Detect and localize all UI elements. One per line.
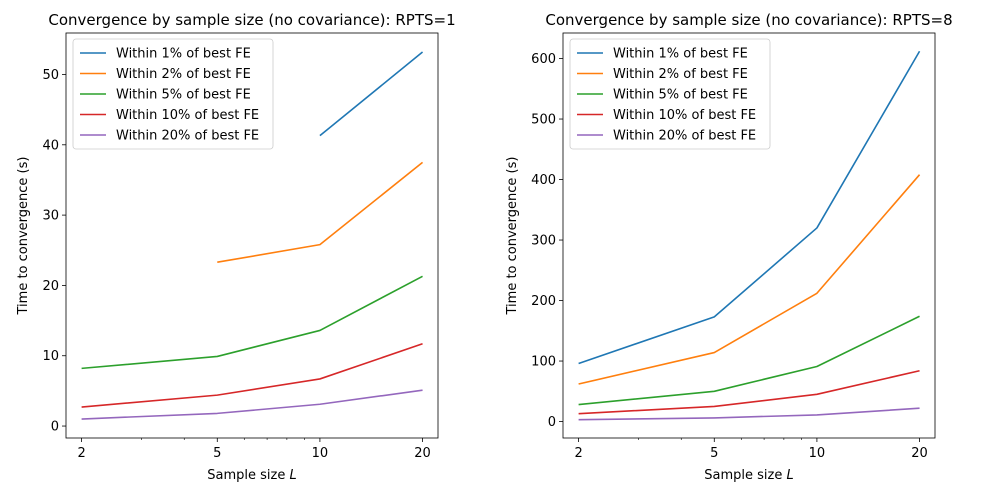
legend-label: Within 10% of best FE — [116, 108, 259, 123]
chart-panel-rpts-1: Convergence by sample size (no covarianc… — [16, 11, 456, 483]
x-tick-label: 5 — [213, 446, 221, 461]
legend-label: Within 20% of best FE — [613, 129, 756, 144]
x-tick-label: 10 — [312, 446, 329, 461]
x-tick-label: 2 — [574, 446, 582, 461]
legend: Within 1% of best FE Within 2% of best FE… — [72, 38, 274, 150]
legend-label: Within 1% of best FE — [116, 47, 251, 62]
y-tick-label: 0 — [548, 415, 556, 430]
series-line-1 — [578, 50, 921, 365]
legend-box — [569, 38, 771, 150]
series-line-2 — [578, 174, 921, 385]
legend-box — [72, 38, 274, 150]
y-tick-label: 10 — [42, 349, 59, 364]
x-tick-label: 5 — [710, 446, 718, 461]
legend-label: Within 2% of best FE — [116, 67, 251, 82]
x-axis-label-text: Sample size — [704, 468, 786, 483]
y-tick-label: 20 — [42, 279, 59, 294]
x-tick-label: 10 — [809, 446, 826, 461]
y-axis-label: Time to convergence (s) — [16, 157, 31, 316]
chart-title: Convergence by sample size (no covarianc… — [48, 11, 455, 29]
legend-label: Within 1% of best FE — [613, 47, 748, 62]
series-line-2 — [217, 161, 424, 264]
x-tick-label: 20 — [414, 446, 431, 461]
chart-title: Convergence by sample size (no covarianc… — [545, 11, 952, 29]
axes-frame — [562, 32, 936, 439]
series-line-3 — [578, 315, 920, 406]
y-tick-label: 600 — [531, 52, 556, 67]
y-tick-label: 500 — [531, 113, 556, 128]
y-tick-label: 200 — [531, 294, 556, 309]
series-line-1 — [319, 51, 424, 137]
x-axis-label: Sample size L — [207, 468, 296, 483]
axes-frame — [65, 32, 439, 439]
series-line-5 — [578, 407, 920, 421]
y-tick-label: 0 — [51, 420, 59, 435]
series-line-4 — [81, 343, 423, 408]
y-tick-label: 50 — [42, 68, 59, 83]
legend-label: Within 10% of best FE — [613, 108, 756, 123]
x-tick-label: 20 — [911, 446, 928, 461]
series-line-4 — [578, 369, 920, 415]
legend-label: Within 20% of best FE — [116, 129, 259, 144]
x-tick-label: 2 — [77, 446, 85, 461]
legend-label: Within 5% of best FE — [613, 88, 748, 103]
x-axis-label-variable: L — [289, 468, 296, 483]
y-tick-label: 100 — [531, 355, 556, 370]
legend-label: Within 5% of best FE — [116, 88, 251, 103]
y-tick-label: 30 — [42, 209, 59, 224]
series-line-3 — [81, 275, 423, 370]
x-axis-label-variable: L — [786, 468, 793, 483]
x-axis-label: Sample size L — [704, 468, 793, 483]
chart-panel-rpts-8: Convergence by sample size (no covarianc… — [505, 11, 953, 483]
y-tick-label: 400 — [531, 173, 556, 188]
x-axis-label-text: Sample size — [207, 468, 289, 483]
series-line-5 — [81, 389, 423, 420]
y-tick-label: 40 — [42, 138, 59, 153]
y-axis-label: Time to convergence (s) — [505, 157, 520, 316]
y-tick-label: 300 — [531, 234, 556, 249]
legend-label: Within 2% of best FE — [613, 67, 748, 82]
legend: Within 1% of best FE Within 2% of best FE… — [569, 38, 771, 150]
